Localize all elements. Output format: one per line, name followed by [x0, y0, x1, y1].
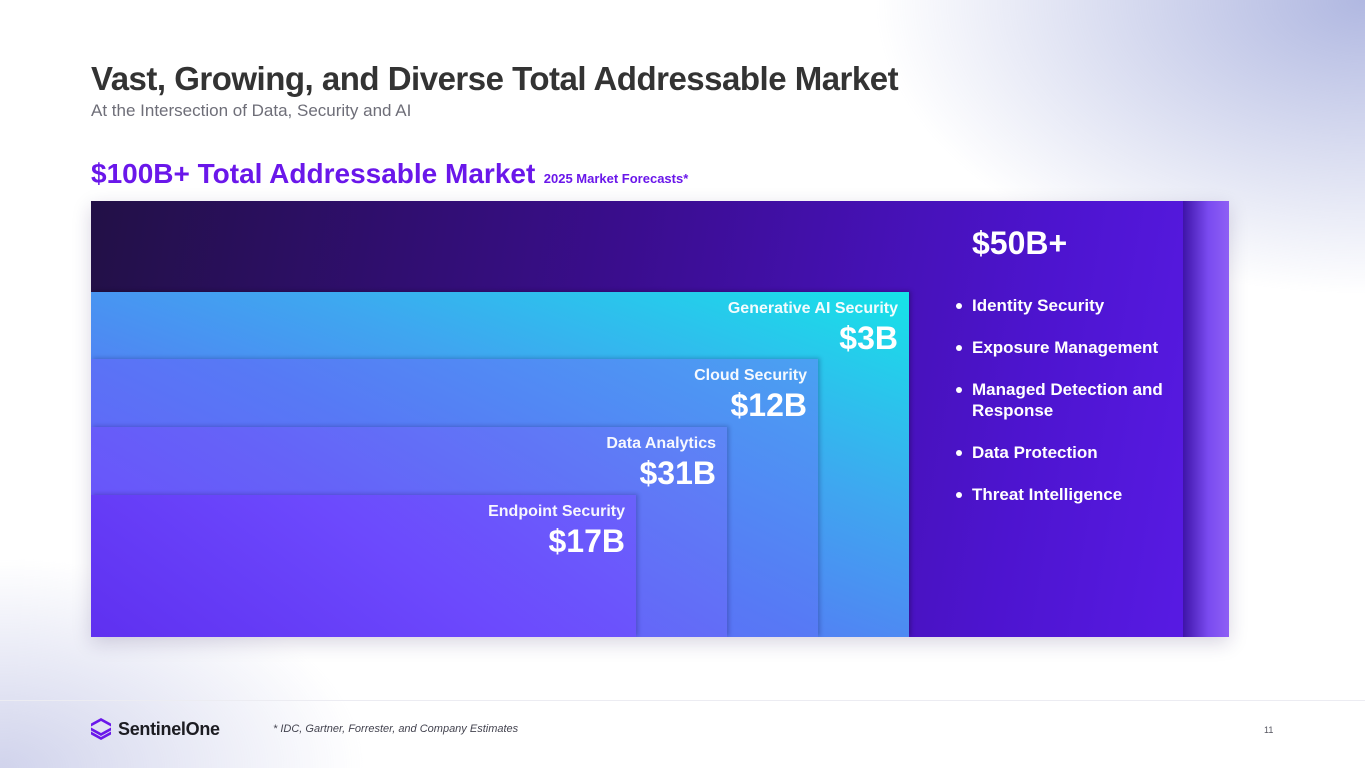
source-footnote: * IDC, Gartner, Forrester, and Company E…	[273, 723, 519, 735]
segment-value: $31B	[639, 455, 717, 491]
brand-name: SentinelOne	[118, 718, 220, 739]
list-item: Threat Intelligence	[954, 484, 1174, 505]
segment-label: Endpoint Security $17B	[488, 502, 625, 559]
segment-label: Generative AI Security $3B	[728, 299, 898, 356]
sentinelone-logo: SentinelOne	[90, 717, 220, 741]
segment-value: $17B	[548, 523, 626, 559]
page-number: 11	[1264, 725, 1274, 735]
list-item: Managed Detection and Response	[954, 379, 1174, 421]
segment-name: Endpoint Security	[488, 503, 625, 520]
tam-heading-text: $100B+ Total Addressable Market	[91, 158, 536, 189]
outer-block-edge	[1183, 201, 1229, 637]
segment-name: Cloud Security	[694, 367, 807, 384]
segment-name: Generative AI Security	[727, 300, 898, 317]
segment-label: Data Analytics $31B	[606, 434, 716, 491]
other-markets-list: Identity Security Exposure Management Ma…	[954, 295, 1174, 526]
segment-value: $3B	[839, 320, 898, 356]
slide-subtitle: At the Intersection of Data, Security an…	[91, 101, 412, 120]
sentinelone-logo-icon	[91, 718, 111, 740]
tam-heading: $100B+ Total Addressable Market 2025 Mar…	[91, 158, 688, 190]
slide-footer: SentinelOne * IDC, Gartner, Forrester, a…	[0, 700, 1365, 768]
list-item: Identity Security	[954, 295, 1174, 316]
tam-chart: $50B+ Identity Security Exposure Managem…	[91, 201, 1229, 637]
tam-forecast-note: 2025 Market Forecasts*	[543, 171, 689, 186]
slide-title: Vast, Growing, and Diverse Total Address…	[91, 60, 899, 97]
segment-name: Data Analytics	[606, 435, 716, 452]
list-item: Exposure Management	[954, 337, 1174, 358]
other-markets-value: $50B+	[972, 225, 1068, 261]
segment-label: Cloud Security $12B	[694, 366, 807, 423]
segment-endpoint-security: Endpoint Security $17B	[91, 495, 636, 637]
segment-value: $12B	[730, 387, 808, 423]
list-item: Data Protection	[954, 442, 1174, 463]
